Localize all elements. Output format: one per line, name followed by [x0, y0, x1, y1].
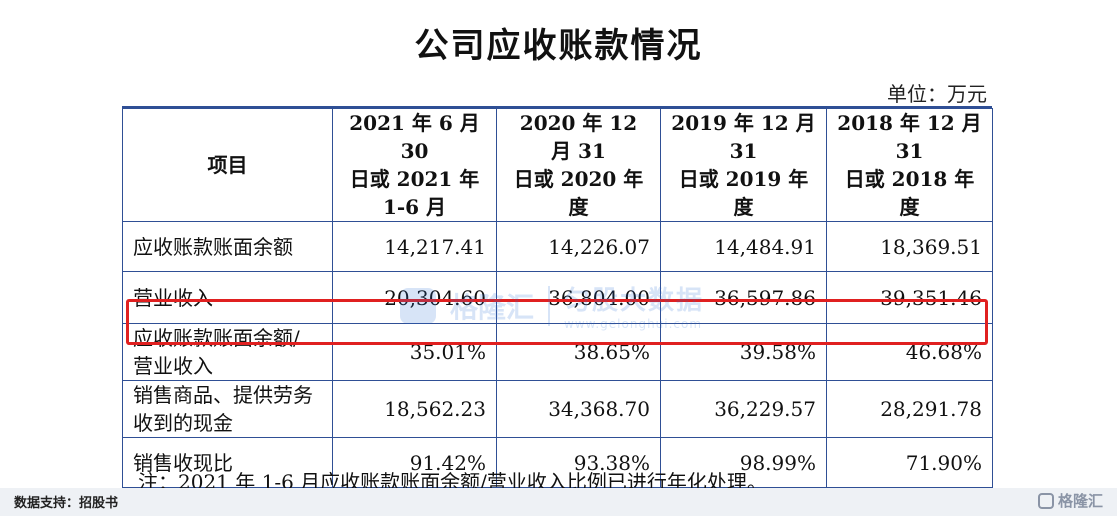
brand-mark: 格隆汇 [1037, 490, 1103, 511]
row-label: 销售商品、提供劳务 收到的现金 [122, 380, 333, 438]
header-2018: 2018 年 12 月 31 日或 2018 年度 [826, 108, 993, 222]
receivables-table: 项目 2021 年 6 月 30 日或 2021 年 1-6 月 2020 年 … [122, 108, 993, 488]
highlight-box [126, 299, 988, 345]
table-cell: 34,368.70 [496, 380, 661, 438]
table-cell: 98.99% [660, 437, 827, 488]
brand-logo-icon [1037, 492, 1054, 509]
table-header-row: 项目 2021 年 6 月 30 日或 2021 年 1-6 月 2020 年 … [122, 108, 993, 222]
data-source: 数据支持：招股书 [14, 496, 119, 511]
table-cell: 20,304.60 [332, 271, 497, 324]
table-cell: 91.42% [332, 437, 497, 488]
table-cell: 28,291.78 [826, 380, 993, 438]
footer-bar: 数据支持：招股书 格隆汇 [0, 488, 1117, 516]
header-2019: 2019 年 12 月 31 日或 2019 年度 [660, 108, 827, 222]
header-2021h1: 2021 年 6 月 30 日或 2021 年 1-6 月 [332, 108, 497, 222]
table-cell: 35.01% [332, 323, 497, 381]
brand-name: 格隆汇 [1057, 492, 1103, 510]
unit-label: 单位：万元 [887, 82, 987, 106]
table-row: 销售商品、提供劳务 收到的现金 18,562.23 34,368.70 36,2… [122, 380, 993, 438]
table-top-rule [122, 106, 992, 108]
table-row: 应收账款账面余额 14,217.41 14,226.07 14,484.91 1… [122, 221, 993, 272]
table-cell: 93.38% [496, 437, 661, 488]
table-row: 销售收现比 91.42% 93.38% 98.99% 71.90% [122, 437, 993, 488]
table-cell: 14,217.41 [332, 221, 497, 272]
table-cell: 71.90% [826, 437, 993, 488]
header-item: 项目 [122, 108, 333, 222]
table-cell: 18,369.51 [826, 221, 993, 272]
table-cell: 36,804.00 [496, 271, 661, 324]
row-label: 应收账款账面余额 [122, 221, 333, 272]
table-cell: 39.58% [660, 323, 827, 381]
header-2020: 2020 年 12 月 31 日或 2020 年度 [496, 108, 661, 222]
row-label: 营业收入 [122, 271, 333, 324]
table-cell: 14,226.07 [496, 221, 661, 272]
table-cell: 14,484.91 [660, 221, 827, 272]
page-title: 公司应收账款情况 [414, 26, 703, 66]
table-cell: 18,562.23 [332, 380, 497, 438]
table-row: 营业收入 20,304.60 36,804.00 36,597.86 39,35… [122, 271, 993, 324]
row-label: 销售收现比 [122, 437, 333, 488]
table-cell: 36,229.57 [660, 380, 827, 438]
